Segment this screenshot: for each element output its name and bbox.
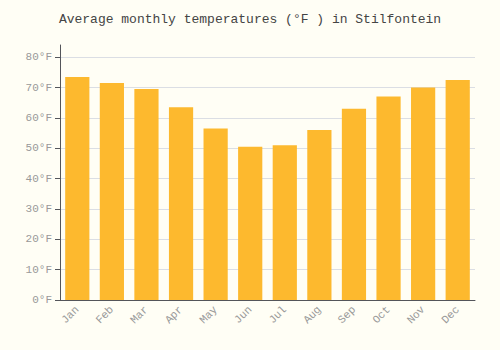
svg-text:Mar: Mar	[128, 304, 150, 326]
svg-text:10°F: 10°F	[26, 264, 52, 276]
svg-text:Jul: Jul	[267, 304, 289, 326]
svg-text:Dec: Dec	[439, 304, 461, 326]
svg-text:20°F: 20°F	[26, 233, 52, 245]
svg-text:Jun: Jun	[232, 304, 254, 326]
svg-text:Oct: Oct	[370, 304, 392, 326]
svg-text:Jan: Jan	[59, 304, 81, 326]
svg-text:Feb: Feb	[94, 304, 116, 326]
svg-text:40°F: 40°F	[26, 173, 52, 185]
svg-text:Aug: Aug	[301, 304, 323, 326]
svg-text:60°F: 60°F	[26, 112, 52, 124]
svg-text:30°F: 30°F	[26, 203, 52, 215]
svg-text:Sep: Sep	[336, 304, 358, 326]
svg-text:May: May	[197, 303, 220, 326]
svg-text:80°F: 80°F	[26, 51, 52, 63]
svg-text:Nov: Nov	[405, 303, 428, 326]
svg-text:70°F: 70°F	[26, 82, 52, 94]
svg-text:0°F: 0°F	[32, 294, 52, 306]
svg-text:Apr: Apr	[163, 304, 185, 326]
svg-text:50°F: 50°F	[26, 142, 52, 154]
svg-text:Average monthly temperatures (: Average monthly temperatures (°F ) in St…	[59, 12, 441, 27]
